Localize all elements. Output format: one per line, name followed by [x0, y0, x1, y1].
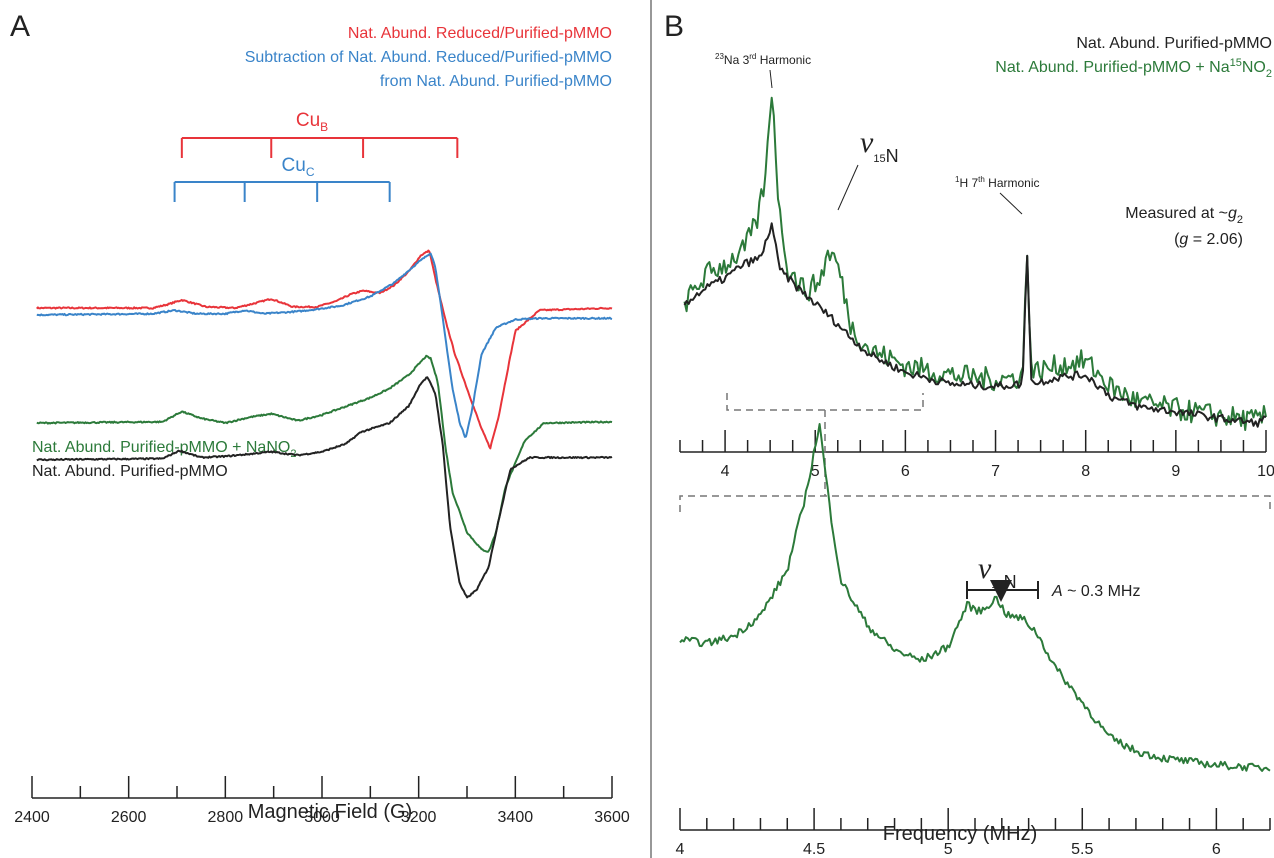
panel-b-top-series-nitrite: [683, 96, 1267, 431]
coupling-label: A ~ 0.3 MHz: [1051, 583, 1140, 600]
panel-a-tick-label: 3200: [401, 809, 437, 826]
panel-b-top-tick-label: 6: [901, 463, 910, 480]
panel-b-bottom-plot: 4 4.5 5 5.5 6: [676, 423, 1271, 858]
panel-a-tick-label: 2400: [14, 809, 50, 826]
coupling-marker: [966, 580, 1039, 602]
panel-b-bottom-tick-label: 4.5: [803, 841, 825, 858]
panel-b-top-tick-label: 7: [991, 463, 1000, 480]
measured-label-line2: (g = 2.06): [1174, 231, 1243, 248]
zoom-bracket-top: [726, 393, 924, 411]
panel-b-top-tick-label: 5: [811, 463, 820, 480]
panel-a-tick-label: 2800: [208, 809, 244, 826]
panel-b-legend-green: Nat. Abund. Purified-pMMO + Na15NO2: [995, 57, 1272, 80]
panel-a-series-nitrite: [36, 354, 613, 553]
cu-c-label: CuC: [282, 155, 315, 179]
cu-b-label: CuB: [296, 110, 328, 134]
panel-a-legend-blue-2: from Nat. Abund. Purified-pMMO: [380, 73, 612, 90]
panel-a-tick-label: 3600: [594, 809, 630, 826]
panel-b-top-tick-label: 4: [721, 463, 730, 480]
panel-b-top-tick-label: 8: [1081, 463, 1090, 480]
panel-b-top-tick-label: 10: [1257, 463, 1274, 480]
panel-a-tick-label: 3000: [304, 809, 340, 826]
na-harmonic-label: 23Na 3rd Harmonic: [715, 52, 811, 67]
panel-a-series-reduced: [36, 249, 613, 450]
nu-15n-pointer: [837, 164, 859, 211]
panel-b-bottom-tick-label: 6: [1212, 841, 1221, 858]
h-harmonic-pointer: [999, 192, 1023, 215]
panel-b-bottom-series-nitrite: [679, 423, 1271, 772]
zoom-indicator: [679, 393, 1271, 512]
panel-b-top-tick-label: 9: [1171, 463, 1180, 480]
panel-b-legend-black: Nat. Abund. Purified-pMMO: [1076, 35, 1272, 52]
panel-a-series-purified: [36, 376, 613, 599]
panel-b-bottom-tick-label: 5: [944, 841, 953, 858]
panel-a-letter: A: [10, 10, 30, 43]
na-harmonic-pointer: [769, 69, 773, 89]
panel-a-xlabel: Magnetic Field (G): [248, 801, 413, 823]
panel-a-plot: 2400 2600 2800 3000 3200 3400 3600: [14, 137, 630, 826]
nu-15n-top: ν15N: [860, 126, 899, 166]
panel-b-top-series-purified: [683, 222, 1267, 428]
panel-b-letter: B: [664, 10, 684, 43]
panel-a-series-subtraction: [36, 252, 613, 438]
panel-b-top-plot: 4 5 6 7 8 9 10: [679, 96, 1274, 480]
nu-15n-triangle-marker: [990, 580, 1012, 602]
panel-b-xlabel: Frequency (MHz): [883, 823, 1037, 845]
panel-a-tick-label: 2600: [111, 809, 147, 826]
zoom-bracket-bottom: [679, 495, 1271, 512]
panel-a-legend-red: Nat. Abund. Reduced/Purified-pMMO: [348, 25, 612, 42]
panel-a-legend-black: Nat. Abund. Purified-pMMO: [32, 463, 228, 480]
measured-label-line1: Measured at ~g2: [1125, 205, 1243, 226]
panel-b-bottom-tick-label: 4: [676, 841, 685, 858]
panel-a-legend-blue-1: Subtraction of Nat. Abund. Reduced/Purif…: [245, 49, 612, 66]
h-harmonic-label: 1H 7th Harmonic: [955, 175, 1040, 190]
panel-b-bottom-tick-label: 5.5: [1071, 841, 1093, 858]
panel-a-tick-label: 3400: [498, 809, 534, 826]
